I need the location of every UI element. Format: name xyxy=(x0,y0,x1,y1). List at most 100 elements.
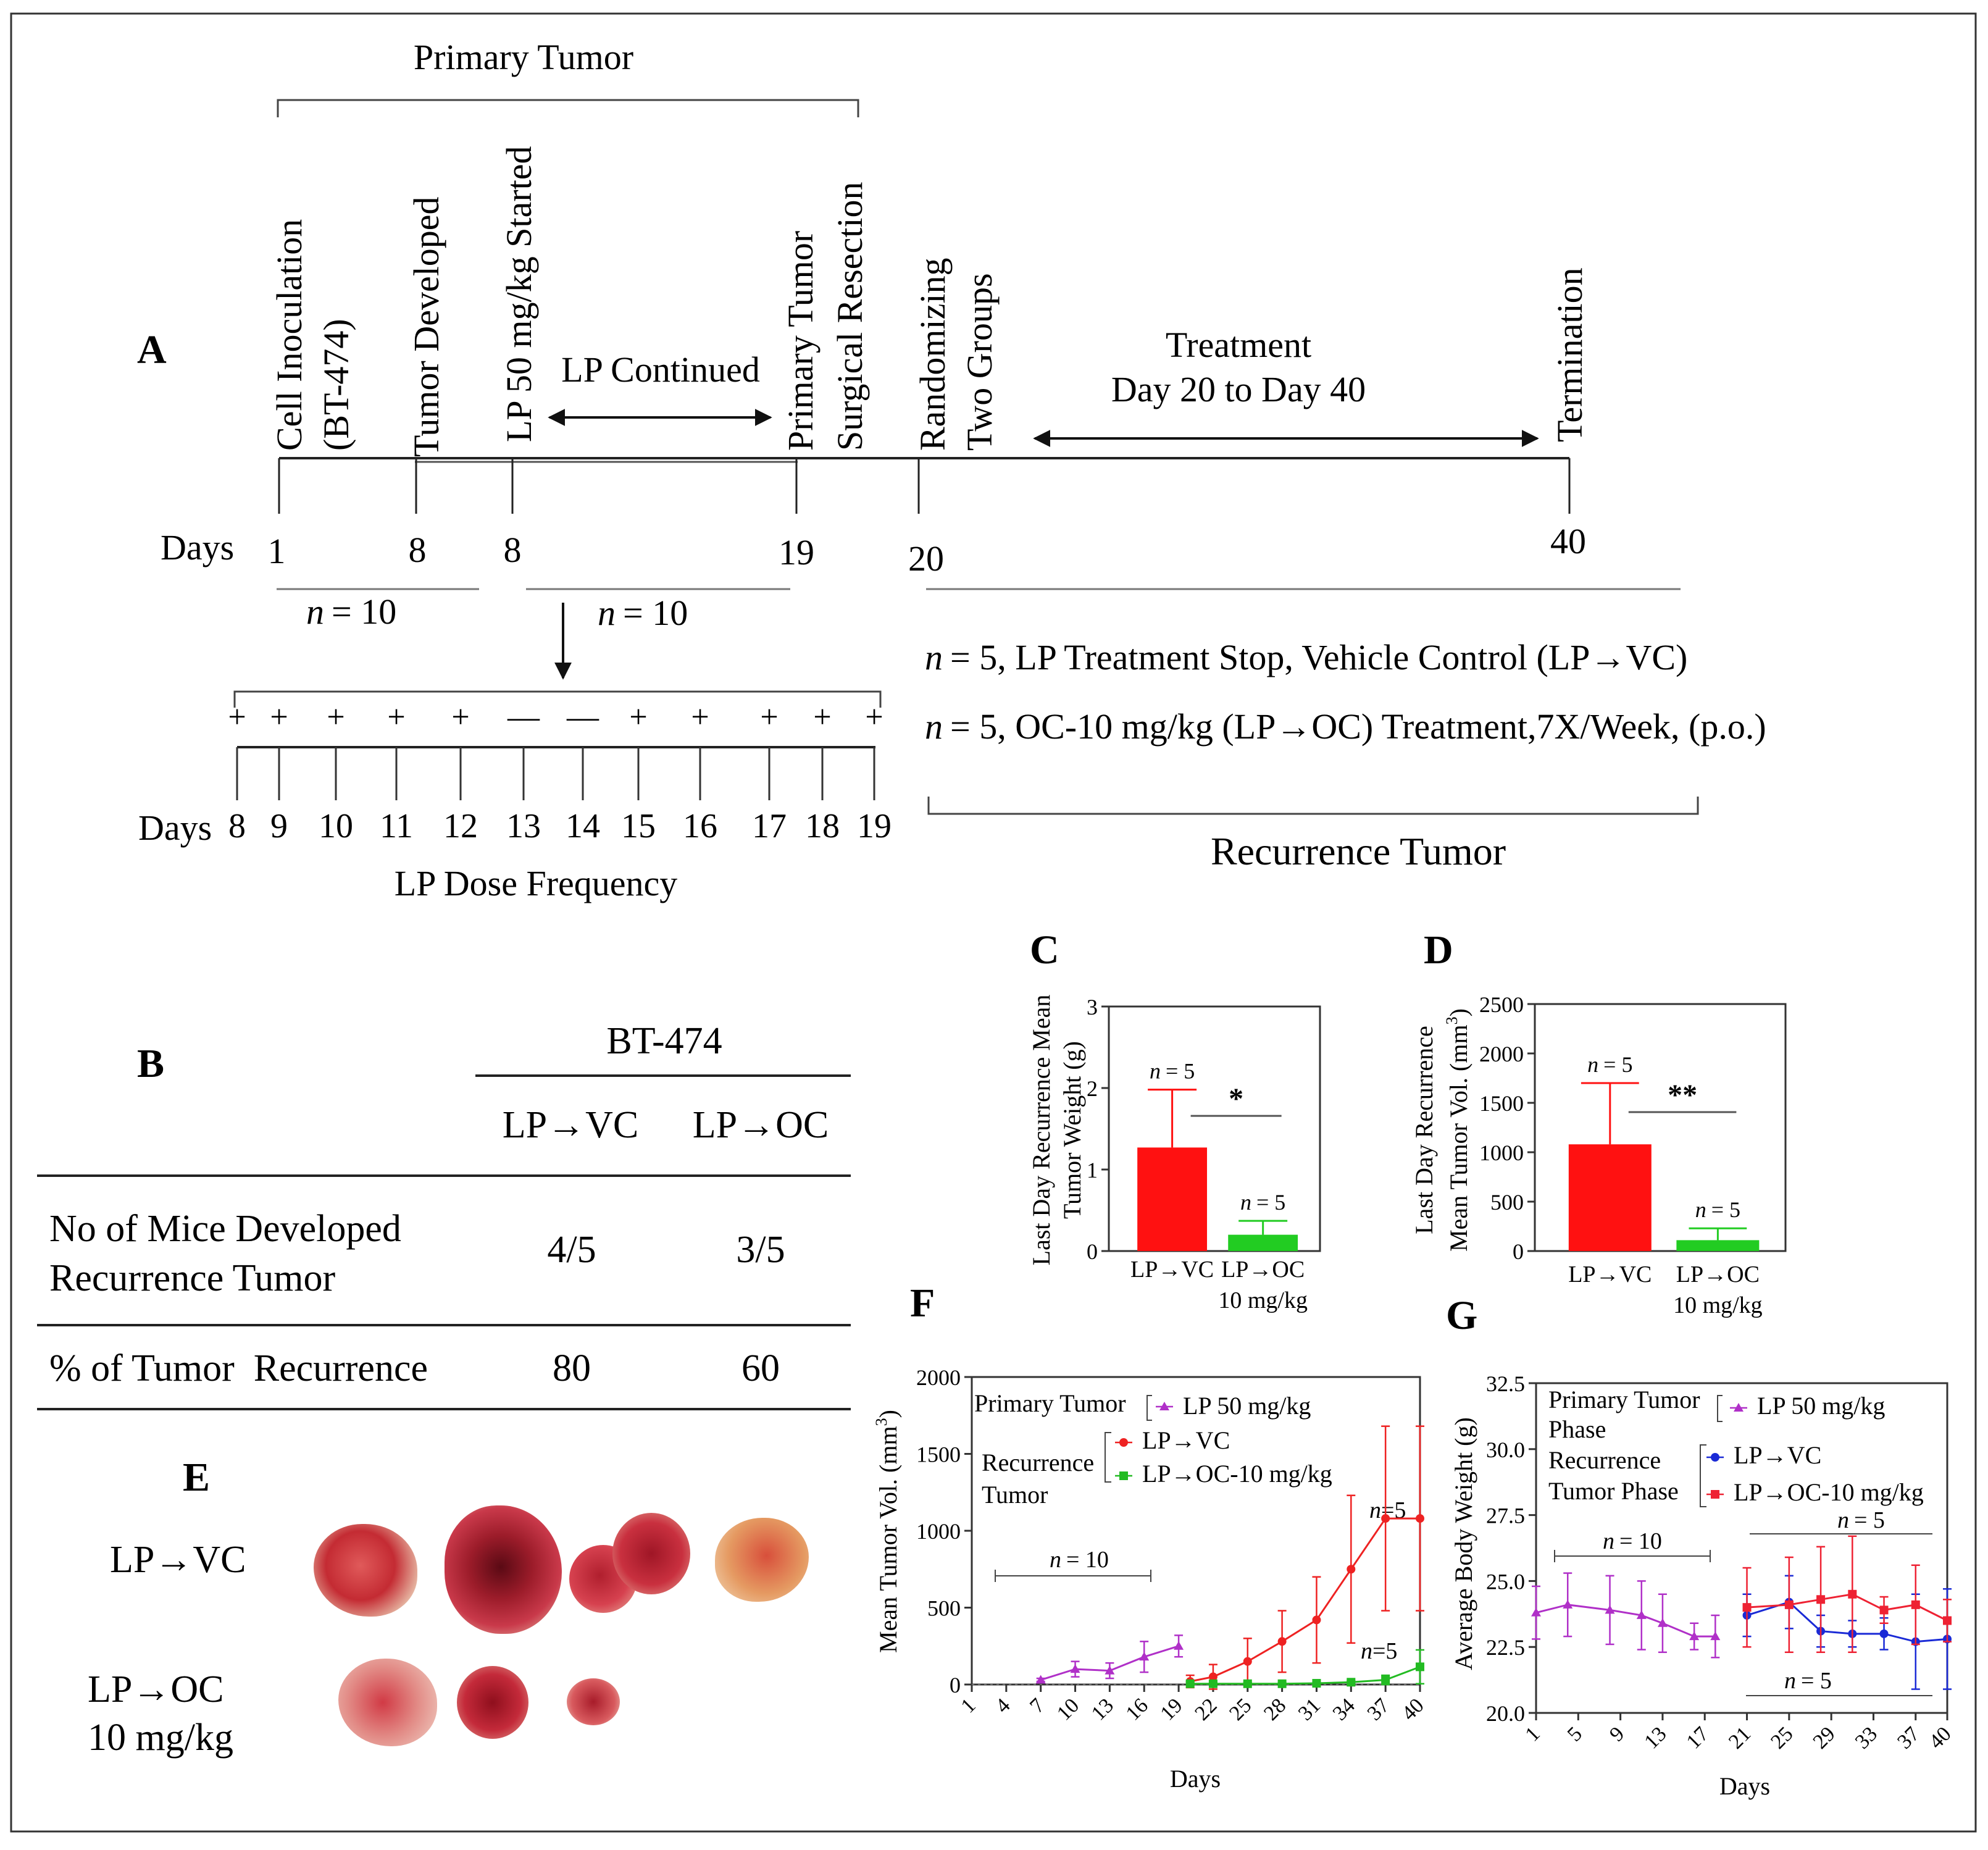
data-point xyxy=(1070,1664,1080,1673)
day-tick-label: 20 xyxy=(908,538,944,579)
day-tick-label: 19 xyxy=(779,532,814,572)
row-label-mice-line2: Recurrence Tumor xyxy=(49,1257,336,1299)
figure-frame xyxy=(10,12,1977,1833)
dose-day-label: 15 xyxy=(621,807,656,845)
dose-frequency-label: LP Dose Frequency xyxy=(395,863,678,903)
y-tick-label: 1500 xyxy=(916,1442,961,1467)
data-point xyxy=(1531,1607,1541,1617)
bar-n-label: n = 5 xyxy=(1240,1190,1285,1215)
legend-vc-label: LP→VC xyxy=(1142,1426,1230,1454)
group-oc-text: n = 5, OC-10 mg/kg (LP→OC) Treatment,7X/W… xyxy=(925,706,1766,747)
data-point xyxy=(1277,1679,1287,1688)
y-tick-label: 25.0 xyxy=(1486,1569,1525,1594)
day-tick-label: 8 xyxy=(504,530,522,570)
legend-marker xyxy=(1711,1490,1719,1499)
tumor-photo-oc-1 xyxy=(338,1659,437,1746)
lp-continued-label: LP Continued xyxy=(561,349,760,390)
n-value: = 10 xyxy=(1619,1528,1662,1554)
y-tick-label: 2000 xyxy=(916,1365,961,1390)
dose-sign: — xyxy=(566,700,599,735)
y-tick-label: 0 xyxy=(1513,1239,1524,1264)
dose-day-label: 13 xyxy=(506,807,541,845)
data-point xyxy=(1105,1665,1115,1675)
y-tick-label: 500 xyxy=(927,1596,961,1621)
n-primary-label: n = 10 xyxy=(1603,1528,1662,1554)
cell-mice-oc: 3/5 xyxy=(736,1229,785,1271)
dose-sign: + xyxy=(691,700,709,735)
event-randomizing-line2: Two Groups xyxy=(959,273,1000,451)
n-symbol: n xyxy=(925,637,943,677)
bar xyxy=(1137,1147,1208,1251)
dose-day-label: 16 xyxy=(683,807,717,845)
panel-g-xlabel: Days xyxy=(1719,1772,1770,1800)
bar xyxy=(1228,1234,1298,1251)
n-symbol: n xyxy=(1695,1197,1706,1222)
panel-f-ylabel-text: Mean Tumor Vol. (mm xyxy=(874,1426,902,1652)
dose-day-label: 18 xyxy=(805,807,840,845)
dose-day-label: 10 xyxy=(319,807,353,845)
event-surgical-resection: Primary Tumor xyxy=(780,231,821,451)
panel-c: C Last Day Recurrence Mean Tumor Weight … xyxy=(1027,927,1321,1313)
y-tick-label: 20.0 xyxy=(1486,1701,1525,1726)
legend-bracket xyxy=(1146,1395,1152,1421)
days-label: Days xyxy=(161,527,234,567)
y-tick-label: 1000 xyxy=(916,1519,961,1544)
cell-percent-oc: 60 xyxy=(741,1347,780,1389)
legend-marker xyxy=(1734,1403,1744,1412)
panel-f-plot-frame xyxy=(971,1376,1421,1686)
data-point xyxy=(1657,1618,1668,1627)
panel-c-ylabel: Last Day Recurrence Mean xyxy=(1027,995,1055,1266)
photo-row-label-vc: LP→VC xyxy=(110,1539,246,1581)
data-point xyxy=(1035,1675,1046,1684)
x-tick-label: 37 xyxy=(1893,1722,1924,1753)
panel-f-label: F xyxy=(910,1281,935,1326)
n-value: = 5 xyxy=(1603,1052,1632,1077)
group-vc-description: = 5, LP Treatment Stop, Vehicle Control … xyxy=(950,637,1687,677)
y-tick-label: 1000 xyxy=(1479,1141,1524,1165)
significance-marker: ** xyxy=(1668,1079,1697,1111)
n-value: = 5 xyxy=(1256,1190,1285,1215)
data-point xyxy=(1636,1610,1647,1619)
column-header-oc: LP→OC xyxy=(693,1104,829,1146)
n-value: = 5 xyxy=(1854,1507,1885,1533)
data-point xyxy=(1208,1672,1217,1681)
x-tick-label: 16 xyxy=(1122,1694,1153,1725)
tumor-photo-vc-1 xyxy=(314,1524,417,1617)
n-symbol: n xyxy=(1784,1668,1796,1694)
dose-sign: + xyxy=(228,700,246,735)
legend-marker xyxy=(1159,1402,1169,1410)
panel-f-ylabel: Mean Tumor Vol. (mm3) xyxy=(872,1410,902,1653)
data-point xyxy=(1563,1599,1573,1609)
data-point xyxy=(1689,1631,1700,1641)
n-value: = 10 xyxy=(1066,1547,1109,1573)
row-label-percent: % of Tumor Recurrence xyxy=(49,1347,428,1389)
tumor-photographs xyxy=(291,1483,833,1825)
n-value: = 10 xyxy=(332,592,396,632)
data-point xyxy=(1911,1600,1920,1609)
x-tick-label: 13 xyxy=(1087,1694,1118,1725)
panel-f-ylabel-close: ) xyxy=(874,1410,902,1418)
legend-recurrence-phase-line2: Tumor Phase xyxy=(1548,1477,1679,1505)
bar xyxy=(1676,1240,1760,1251)
data-point xyxy=(1312,1615,1321,1625)
legend-marker xyxy=(1119,1471,1128,1480)
panel-c-label: C xyxy=(1030,927,1059,973)
dose-sign: + xyxy=(387,700,405,735)
group-vc-text: n = 5, LP Treatment Stop, Vehicle Control… xyxy=(925,637,1687,677)
n-symbol: n xyxy=(1150,1059,1161,1084)
data-point xyxy=(1784,1600,1794,1609)
day-tick-label: 40 xyxy=(1550,521,1586,561)
category-label-line2: 10 mg/kg xyxy=(1673,1292,1763,1318)
data-point xyxy=(1848,1589,1857,1599)
data-point xyxy=(1416,1514,1424,1523)
x-tick-label: 34 xyxy=(1329,1694,1359,1725)
n-value: = 5 xyxy=(1166,1059,1195,1084)
panel-d-ylabel-superscript: 3 xyxy=(1443,1016,1461,1024)
panel-d-plot-frame xyxy=(1534,1003,1787,1252)
event-termination: Termination xyxy=(1550,267,1590,442)
treatment-range-label: Day 20 to Day 40 xyxy=(1111,369,1366,409)
n-symbol: n xyxy=(1603,1528,1614,1554)
n-symbol: n xyxy=(306,592,324,632)
bar-n-label: n = 5 xyxy=(1150,1059,1195,1084)
